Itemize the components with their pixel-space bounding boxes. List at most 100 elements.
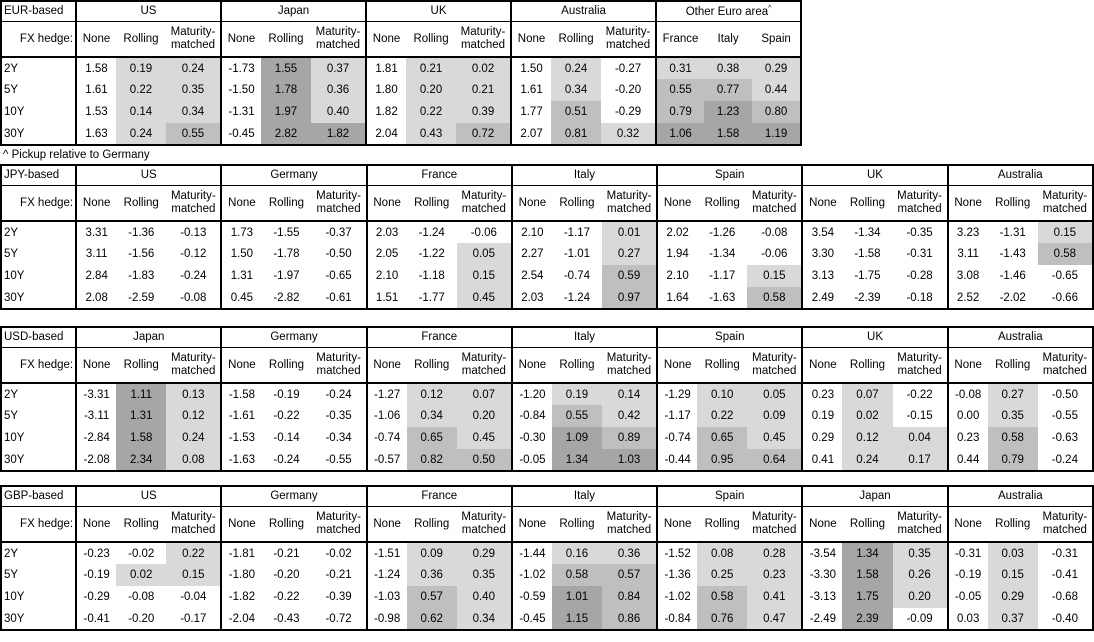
value-cell: -0.13 bbox=[180, 226, 207, 239]
value-cell: -0.31 bbox=[946, 542, 988, 564]
value-cell: 0.45 bbox=[220, 287, 262, 309]
hedge-col-header: Rolling bbox=[987, 185, 1038, 222]
value-cell: -0.27 bbox=[614, 62, 642, 75]
value-cell: 0.76 bbox=[697, 608, 748, 630]
value-cell: 3.11 bbox=[75, 243, 117, 265]
value-cell: -2.02 bbox=[999, 291, 1026, 304]
value-cell: -0.68 bbox=[1051, 591, 1078, 603]
fx-hedge-label: FX hedge: bbox=[1, 185, 77, 222]
hedge-col-header: Rolling bbox=[406, 185, 457, 222]
value-cell: 0.12 bbox=[406, 383, 457, 405]
country-header: Italy bbox=[510, 327, 658, 348]
fx-hedge-label: FX hedge: bbox=[1, 347, 77, 384]
hedge-col-header: Rolling bbox=[551, 185, 602, 222]
value-cell: -0.04 bbox=[180, 591, 207, 603]
value-cell: 0.40 bbox=[311, 101, 367, 123]
value-cell: 0.05 bbox=[456, 243, 512, 265]
value-cell: 1.19 bbox=[752, 123, 802, 145]
hedge-col-header: Rolling bbox=[406, 21, 457, 58]
value-cell: -0.41 bbox=[1051, 569, 1078, 581]
value-cell: -1.31 bbox=[999, 226, 1026, 239]
value-cell: 0.15 bbox=[747, 265, 803, 287]
value-cell: 0.02 bbox=[456, 57, 512, 79]
value-cell: 0.23 bbox=[747, 564, 803, 586]
value-cell: -0.63 bbox=[1051, 432, 1078, 444]
fx-hedge-label: FX hedge: bbox=[1, 506, 77, 543]
value-cell: -1.63 bbox=[709, 291, 736, 304]
value-cell: -1.36 bbox=[656, 564, 698, 586]
value-cell: 1.55 bbox=[261, 57, 311, 79]
value-cell: 0.45 bbox=[747, 427, 803, 449]
section-base-label: GBP-based bbox=[1, 486, 77, 507]
value-cell: 0.23 bbox=[801, 383, 843, 405]
value-cell: -1.80 bbox=[220, 564, 262, 586]
value-cell: -0.21 bbox=[325, 569, 352, 581]
value-cell: 0.36 bbox=[602, 542, 658, 564]
value-cell: 3.31 bbox=[75, 221, 117, 243]
value-cell: 0.41 bbox=[801, 449, 843, 471]
value-cell: 0.22 bbox=[166, 542, 222, 564]
country-header: Spain bbox=[656, 165, 803, 186]
hedge-col-header: Rolling bbox=[261, 21, 311, 58]
value-cell: 0.08 bbox=[697, 542, 748, 564]
hedge-col-header: Rolling bbox=[842, 185, 893, 222]
value-cell: 0.58 bbox=[697, 586, 748, 608]
value-cell: -0.34 bbox=[325, 432, 352, 444]
hedge-col-header: None bbox=[946, 185, 988, 222]
value-cell: -1.20 bbox=[510, 383, 552, 405]
hedge-col-header: Maturity-matched bbox=[892, 347, 948, 384]
eur-based-table: EUR-based US Japan UK Australia Other Euro ar… bbox=[0, 0, 803, 146]
tenor-label: 5Y bbox=[4, 410, 19, 422]
value-cell: 2.05 bbox=[365, 243, 407, 265]
value-cell: -1.31 bbox=[220, 101, 261, 123]
value-cell: -0.17 bbox=[180, 612, 207, 625]
country-header: France bbox=[365, 327, 512, 348]
value-cell: 0.79 bbox=[655, 101, 705, 123]
value-cell: -0.24 bbox=[1051, 453, 1078, 466]
tenor-label: 5Y bbox=[4, 569, 19, 581]
value-cell: 1.34 bbox=[842, 542, 893, 564]
value-cell: 0.50 bbox=[456, 449, 512, 471]
value-cell: 0.07 bbox=[842, 383, 893, 405]
value-cell: 0.41 bbox=[747, 586, 803, 608]
hedge-col-header: Rolling bbox=[406, 347, 457, 384]
value-cell: 0.22 bbox=[697, 405, 748, 427]
value-cell: -1.29 bbox=[656, 383, 698, 405]
value-cell: -0.65 bbox=[325, 270, 352, 282]
value-cell: -1.58 bbox=[854, 248, 881, 260]
value-cell: -0.43 bbox=[273, 612, 300, 625]
value-cell: 0.24 bbox=[551, 57, 602, 79]
value-cell: 0.09 bbox=[406, 542, 457, 564]
tenor-label: 10Y bbox=[4, 591, 25, 603]
value-cell: -0.12 bbox=[180, 248, 207, 260]
value-cell: -1.02 bbox=[510, 564, 552, 586]
hedge-col-header: Rolling bbox=[987, 347, 1038, 384]
value-cell: 1.81 bbox=[365, 57, 407, 79]
value-cell: 0.28 bbox=[747, 542, 803, 564]
value-cell: -0.08 bbox=[761, 226, 788, 239]
value-cell: 3.54 bbox=[801, 221, 843, 243]
value-cell: -0.22 bbox=[273, 591, 300, 603]
value-cell: -1.52 bbox=[656, 542, 698, 564]
value-cell: -1.27 bbox=[365, 383, 407, 405]
value-cell: 0.12 bbox=[842, 427, 893, 449]
value-cell: 2.54 bbox=[510, 265, 552, 287]
country-name: Italy bbox=[573, 169, 596, 182]
value-cell: 0.03 bbox=[946, 608, 988, 630]
value-cell: -0.84 bbox=[510, 405, 552, 427]
country-name: Italy bbox=[573, 490, 596, 503]
value-cell: 0.95 bbox=[697, 449, 748, 471]
value-cell: -1.97 bbox=[273, 270, 300, 282]
value-cell: 1.80 bbox=[365, 79, 407, 101]
hedge-col-header: None bbox=[510, 506, 552, 543]
value-cell: 0.12 bbox=[166, 405, 222, 427]
hedge-col-header: Rolling bbox=[987, 506, 1038, 543]
gbp-based-table: GBP-based US Germany France Italy Spain Japan A… bbox=[0, 485, 1094, 631]
usd-based-table: USD-based Japan Germany France Italy Spain UK A… bbox=[0, 326, 1094, 472]
value-cell: 1.53 bbox=[75, 101, 116, 123]
value-cell: -0.02 bbox=[128, 547, 155, 560]
value-cell: 0.29 bbox=[752, 57, 802, 79]
value-cell: -3.30 bbox=[801, 564, 843, 586]
value-cell: -1.24 bbox=[418, 226, 445, 239]
value-cell: -1.50 bbox=[220, 79, 261, 101]
